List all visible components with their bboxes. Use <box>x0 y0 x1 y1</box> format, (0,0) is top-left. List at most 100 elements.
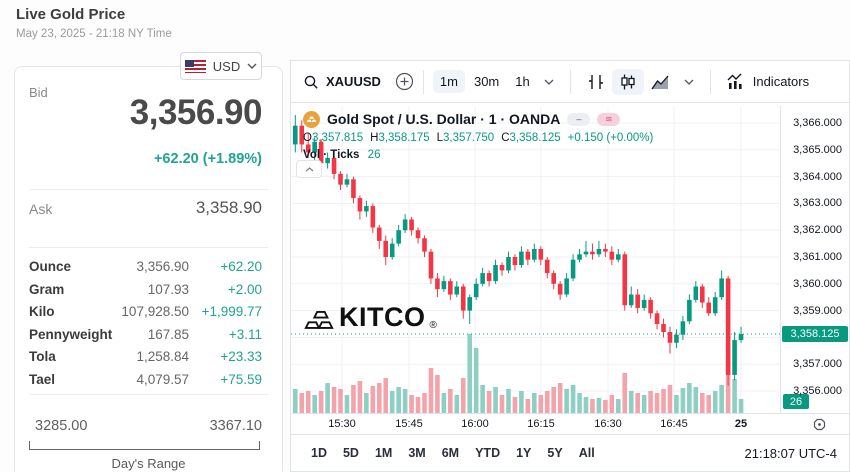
price-tick: 3,366.000 <box>793 117 842 129</box>
symbol-title[interactable]: Gold Spot / U.S. Dollar · 1 · OANDA <box>327 111 561 127</box>
range-button-1y[interactable]: 1Y <box>516 446 532 460</box>
range-button-1d[interactable]: 1D <box>311 446 327 460</box>
us-flag-icon <box>184 59 206 73</box>
unit-name: Tola <box>29 349 56 364</box>
range-button-5y[interactable]: 5Y <box>547 446 563 460</box>
range-button-3m[interactable]: 3M <box>408 446 426 460</box>
unit-change: +23.33 <box>220 349 262 364</box>
kitco-watermark: KITCO ® <box>303 304 437 331</box>
price-tick: 3,357.000 <box>793 358 842 371</box>
time-tick: 15:30 <box>328 418 356 430</box>
divider <box>29 189 268 190</box>
kitco-gold-bars-icon <box>303 308 335 331</box>
chart-legend: Gold Spot / U.S. Dollar · 1 · OANDA – ≋ … <box>303 109 660 161</box>
chart-plot[interactable] <box>291 106 780 413</box>
table-row: Ounce 3,356.90 +62.20 <box>15 257 282 280</box>
table-row: Gram 107.93 +2.00 <box>15 280 282 303</box>
price-tick: 3,362.000 <box>793 224 842 237</box>
price-tick: 3,356.000 <box>793 385 842 397</box>
area-style-icon[interactable] <box>644 70 677 94</box>
registered-mark: ® <box>429 320 437 331</box>
page-title: Live Gold Price <box>16 6 126 23</box>
price-tick: 3,365.000 <box>793 143 842 156</box>
market-status-icon[interactable]: – <box>567 112 591 126</box>
price-tick: 3,360.000 <box>793 277 842 290</box>
price-tick: 3,359.000 <box>793 304 842 317</box>
unit-value: 1,258.84 <box>136 349 189 364</box>
range-button-5d[interactable]: 5D <box>342 446 359 460</box>
indicators-icon <box>727 73 747 90</box>
bid-change: +62.20 (+1.89%) <box>153 151 262 167</box>
range-button-6m[interactable]: 6M <box>441 446 460 460</box>
vol-label: Vol · Ticks <box>303 149 360 161</box>
interval-button-1m[interactable]: 1m <box>432 70 465 93</box>
candlestick-chart <box>291 106 780 413</box>
unit-value: 107,928.50 <box>121 304 189 319</box>
ohlc-key: H <box>370 132 379 144</box>
chart-bottom-toolbar: 1D 5D 1M 3M 6M YTD 1Y 5Y All 21:18:07 UTC-4 <box>291 434 849 471</box>
range-button-1m[interactable]: 1M <box>374 446 393 460</box>
unit-change: +62.20 <box>220 259 262 274</box>
unit-name: Kilo <box>29 304 55 319</box>
range-button-ytd[interactable]: YTD <box>475 446 501 460</box>
price-tick: 3,363.000 <box>793 197 842 210</box>
ask-label: Ask <box>29 201 53 217</box>
search-icon[interactable] <box>303 74 319 90</box>
time-tick: 15:45 <box>395 418 423 430</box>
interval-button-1h[interactable]: 1h <box>515 74 530 89</box>
interval-chevron-down-icon[interactable] <box>537 75 561 89</box>
bars-style-icon[interactable] <box>580 69 612 95</box>
ohlc-value: 3,357.750 <box>443 132 495 144</box>
clock: 21:18:07 UTC-4 <box>744 445 838 461</box>
toolbar-separator <box>709 69 711 94</box>
ohlc-change: +0.150 (+0.00%) <box>567 132 654 144</box>
time-tick: 16:45 <box>660 418 688 430</box>
table-row: Pennyweight 167.85 +3.11 <box>15 325 282 348</box>
table-row: Tola 1,258.84 +23.33 <box>15 347 282 370</box>
unit-name: Pennyweight <box>29 326 113 342</box>
currency-selector[interactable]: USD <box>180 52 262 80</box>
indicators-label: Indicators <box>752 74 810 89</box>
legend-collapse-button[interactable] <box>296 160 322 178</box>
delayed-data-icon[interactable]: ≋ <box>597 112 621 126</box>
time-tick: 16:15 <box>527 418 555 430</box>
unit-price-table: Ounce 3,356.90 +62.20 Gram 107.93 +2.00 Kilo 10… <box>15 257 282 392</box>
divider <box>29 394 268 395</box>
style-chevron-down-icon[interactable] <box>677 75 701 89</box>
price-tick: 3,361.000 <box>793 251 842 263</box>
chevron-up-icon <box>305 166 314 172</box>
vol-value: 26 <box>367 149 381 161</box>
chart-toolbar: XAUUSD 1m 30m 1h <box>291 61 849 103</box>
compare-plus-icon[interactable] <box>395 72 414 91</box>
symbol-search-button[interactable]: XAUUSD <box>326 74 381 89</box>
currency-chevron-down-icon <box>247 63 257 69</box>
gold-spot-logo-icon <box>303 110 320 128</box>
bid-price: 3,356.90 <box>129 93 263 132</box>
kitco-logo-text: KITCO <box>339 302 426 332</box>
range-button-all[interactable]: All <box>578 446 595 460</box>
unit-value: 3,356.90 <box>136 259 189 274</box>
time-axis[interactable]: 15:30 15:45 16:00 16:15 16:30 16:45 25 <box>291 413 849 436</box>
interval-button-30m[interactable]: 30m <box>473 74 500 89</box>
timestamp: May 23, 2025 - 21:18 NY Time <box>16 28 172 40</box>
ohlc-value: 3,358.125 <box>509 132 561 144</box>
toolbar-separator <box>422 69 424 94</box>
price-tick: 3,364.000 <box>793 170 842 183</box>
indicators-button[interactable]: Indicators <box>720 69 816 94</box>
candles-style-icon[interactable] <box>611 68 644 95</box>
unit-name: Tael <box>29 371 56 387</box>
unit-value: 167.85 <box>147 326 189 342</box>
divider <box>29 247 268 248</box>
price-axis[interactable]: 3,358.125 26 3,366.000 3,365.000 3,364.000… <box>780 106 849 413</box>
unit-change: +2.00 <box>227 281 262 297</box>
trading-chart-widget: XAUUSD 1m 30m 1h <box>290 60 850 472</box>
volume-row: Vol · Ticks 26 <box>303 149 660 161</box>
day-range-low: 3285.00 <box>35 418 88 434</box>
currency-code: USD <box>212 58 241 74</box>
settings-gear-icon[interactable] <box>812 418 827 433</box>
ohlc-key: L <box>436 132 444 144</box>
unit-change: +75.59 <box>220 371 262 387</box>
ohlc-values: O3,357.815 H3,358.175 L3,357.750 C3,358.125… <box>303 132 660 147</box>
toolbar-separator <box>569 69 571 94</box>
